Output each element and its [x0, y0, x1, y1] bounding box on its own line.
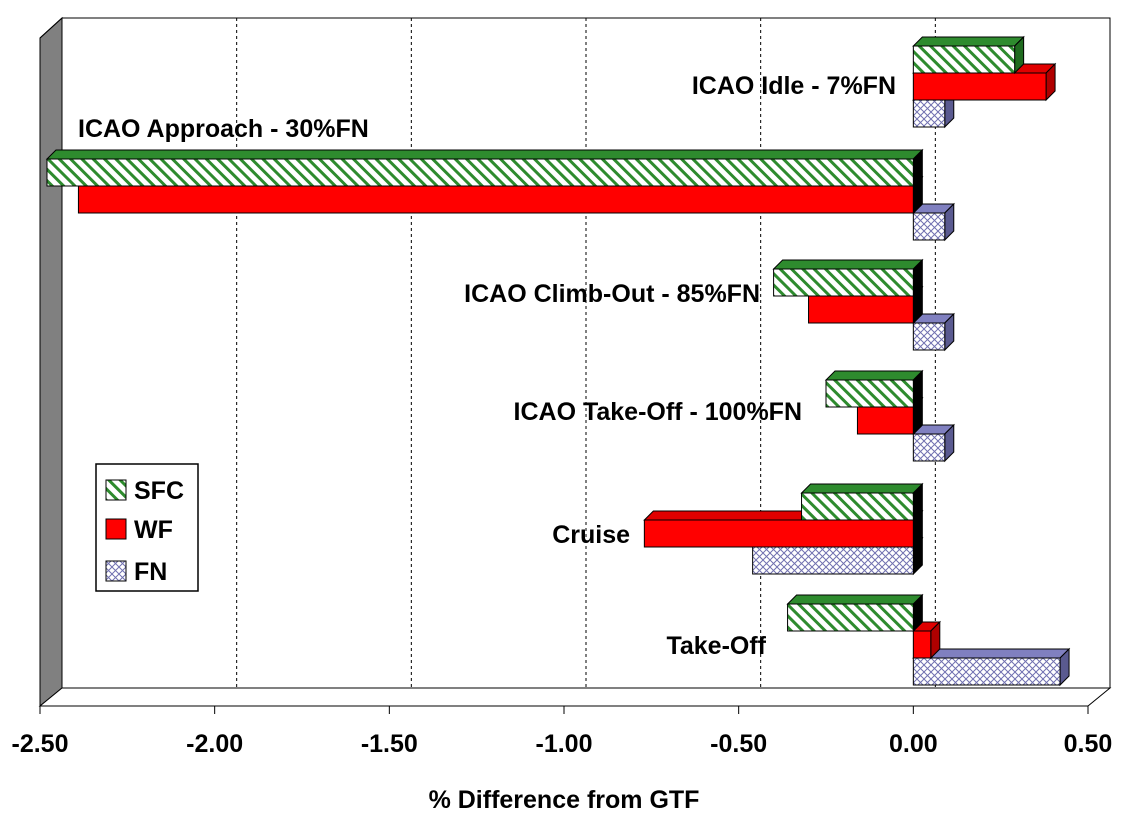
legend-label-sfc: SFC: [134, 477, 184, 505]
side-wall: [39, 16, 63, 708]
bar-front-face: [912, 433, 946, 462]
bar-front-face: [773, 268, 914, 297]
bar-front-face: [912, 630, 932, 659]
legend-label-wf: WF: [134, 516, 173, 544]
bar-sfc: [786, 593, 924, 633]
bar-front-face: [77, 185, 914, 214]
x-tick-label: -2.00: [186, 730, 243, 758]
bar-top-face: [800, 483, 924, 494]
bar-top-face: [824, 370, 924, 381]
x-tick-label: -1.50: [361, 730, 418, 758]
x-tick-label: -1.00: [536, 730, 593, 758]
category-label: ICAO Climb-Out - 85%FN: [464, 280, 760, 308]
x-tick-labels: -2.50 -2.00 -1.50 -1.00 -0.50 0.00 0.50: [12, 706, 1113, 758]
bars: [45, 35, 1071, 687]
x-tick-label: 0.50: [1064, 730, 1113, 758]
bar-front-face: [46, 158, 914, 187]
bar-top-face: [45, 149, 924, 160]
bar-sfc: [772, 258, 924, 298]
x-tick-label: -0.50: [710, 730, 767, 758]
x-tick-label: -2.50: [12, 730, 69, 758]
bar-front-face: [912, 212, 946, 241]
bar-front-face: [912, 657, 1061, 686]
bar-fn: [912, 423, 955, 463]
bar-fn: [912, 312, 955, 352]
bar-front-face: [752, 546, 914, 575]
bar-front-face: [912, 72, 1047, 101]
category-label: ICAO Take-Off - 100%FN: [514, 398, 802, 426]
bar-front-face: [643, 519, 914, 548]
legend: SFC WF FN: [95, 463, 199, 592]
back-wall-top: [39, 17, 63, 39]
legend-swatch-sfc: [105, 479, 127, 501]
bar-front-face: [801, 492, 914, 521]
category-labels: ICAO Idle - 7%FN ICAO Approach - 30%FN ICA…: [78, 72, 896, 660]
floor: [38, 687, 1112, 707]
category-label: ICAO Idle - 7%FN: [692, 72, 896, 100]
category-label: Cruise: [552, 521, 630, 549]
bar-top-face: [772, 259, 924, 270]
bar-fn: [912, 647, 1071, 687]
legend-swatch-fn: [105, 560, 127, 582]
x-tick-label: 0.00: [889, 730, 938, 758]
bar-front-face: [787, 603, 914, 632]
bar-front-face: [808, 295, 914, 324]
bar-sfc: [824, 369, 924, 409]
x-axis-title: % Difference from GTF: [429, 786, 700, 814]
bar-fn: [912, 202, 955, 242]
bar-top-face: [786, 594, 924, 605]
category-label: Take-Off: [666, 632, 766, 660]
bar-front-face: [825, 379, 914, 408]
bar-top-face: [912, 36, 1025, 47]
gridlines: [236, 18, 936, 688]
bar-front-face: [912, 322, 946, 351]
legend-swatch-wf: [105, 518, 127, 540]
bar-wf: [912, 620, 942, 660]
bar-front-face: [912, 45, 1016, 74]
legend-label-fn: FN: [134, 558, 167, 586]
bar-front-face: [856, 406, 914, 435]
bar-sfc: [912, 35, 1025, 75]
bar-sfc: [45, 148, 924, 188]
bar-front-face: [912, 99, 946, 128]
bar-sfc: [800, 482, 924, 522]
category-label: ICAO Approach - 30%FN: [78, 115, 369, 143]
